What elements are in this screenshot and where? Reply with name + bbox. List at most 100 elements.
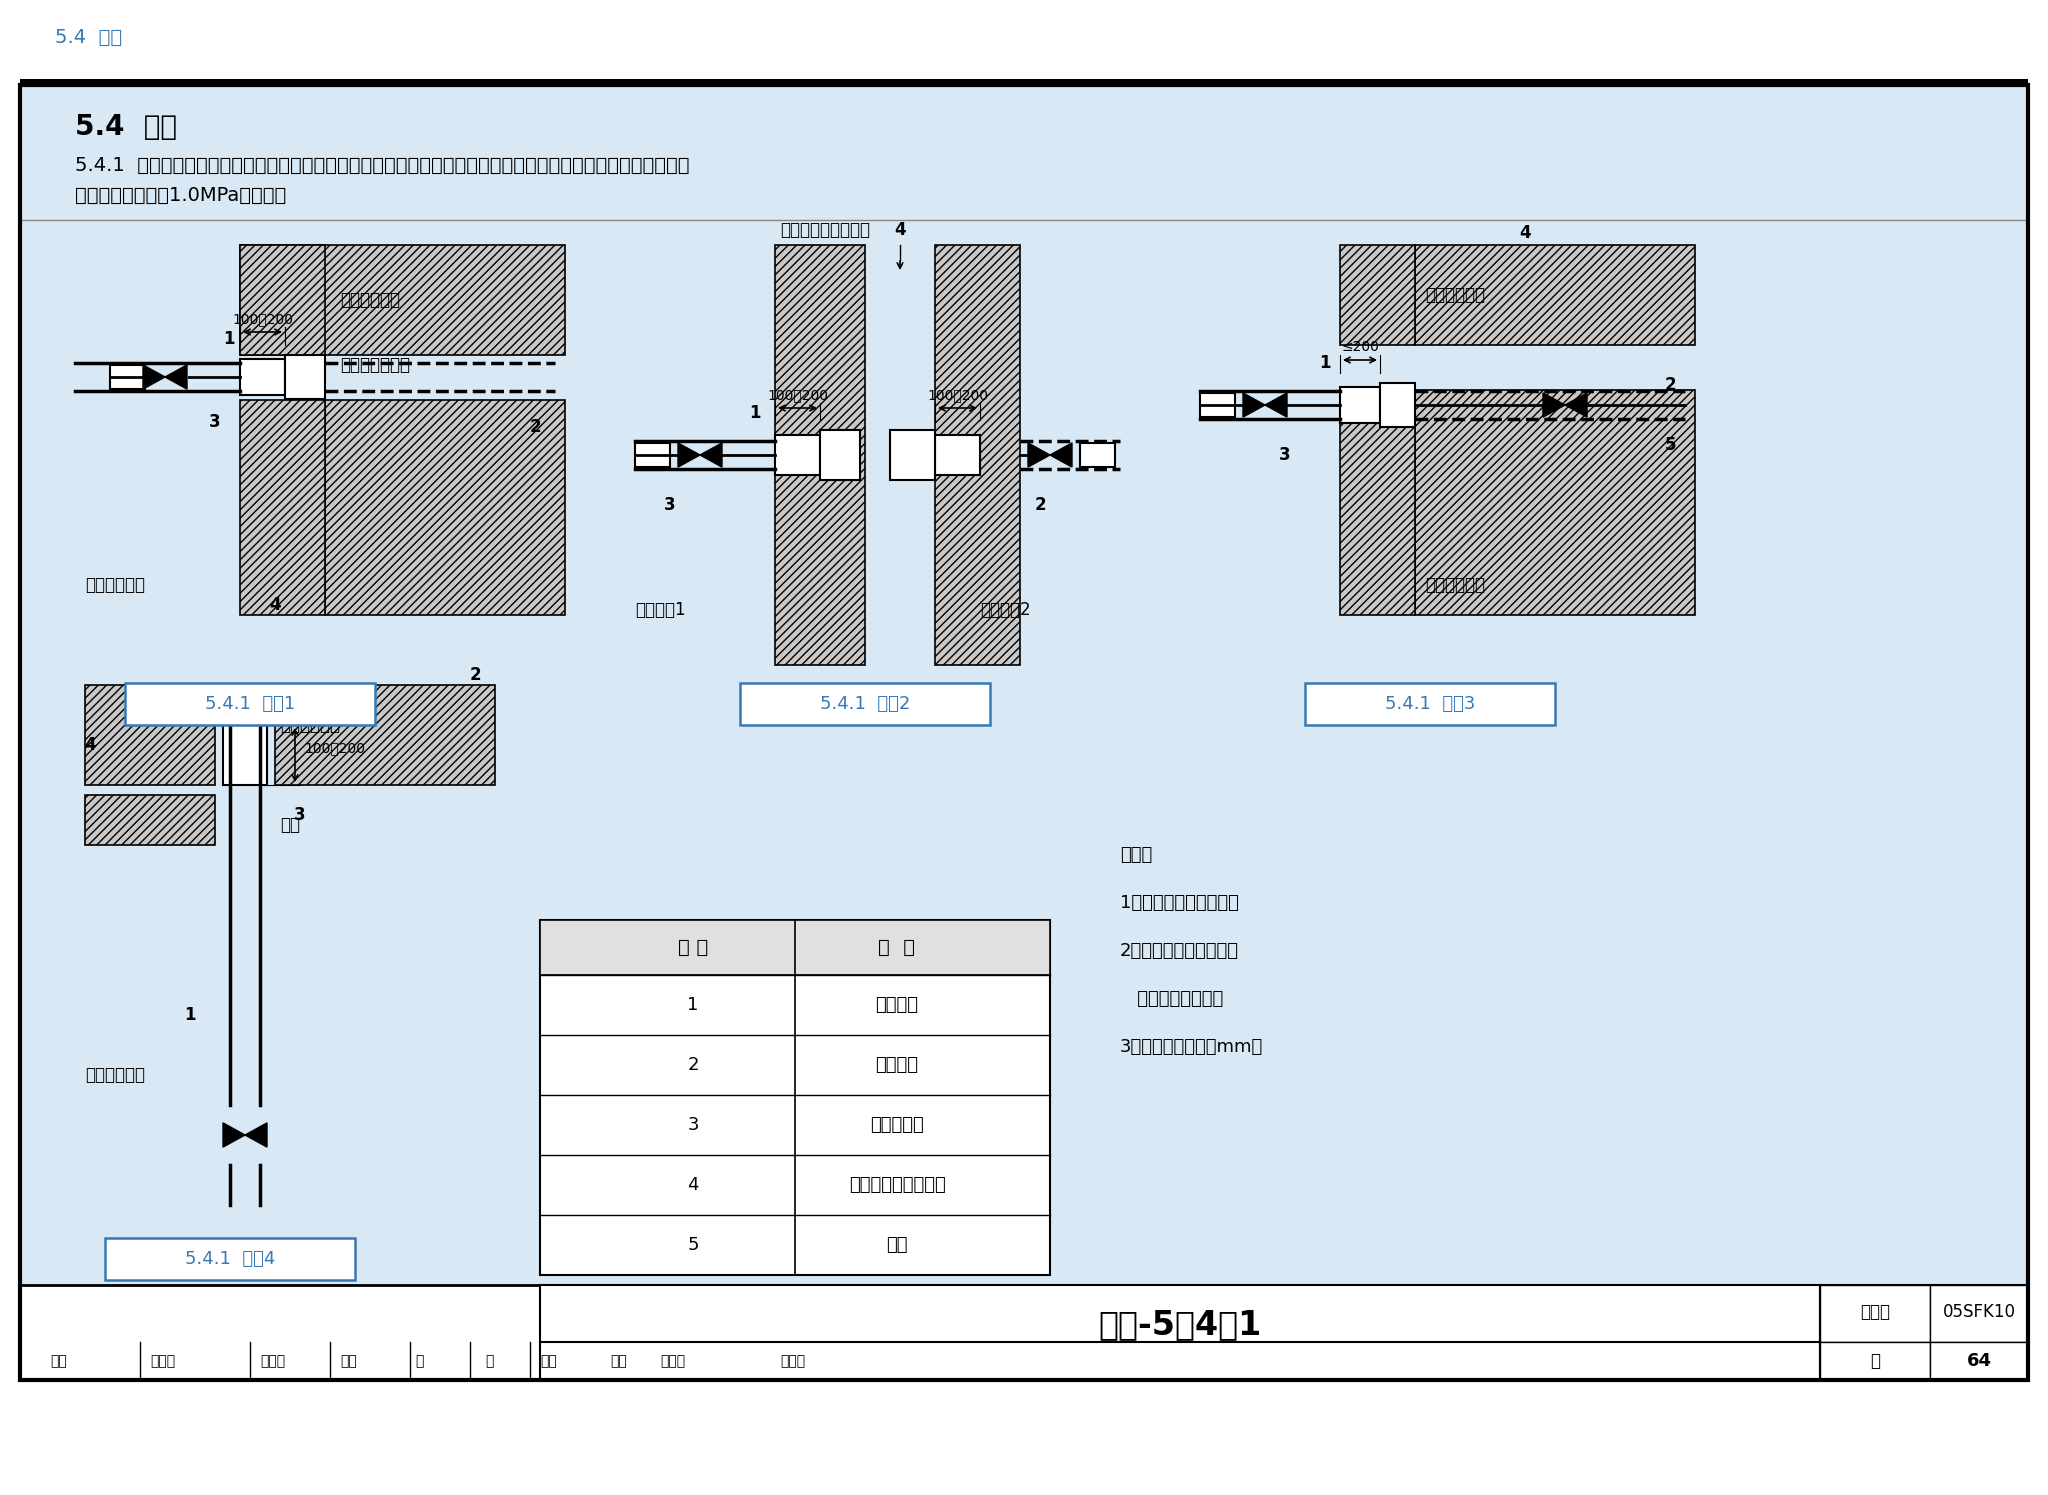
Bar	[541, 919, 1051, 1275]
Polygon shape	[1339, 245, 1415, 345]
Polygon shape	[774, 245, 864, 665]
Text: 1: 1	[688, 996, 698, 1014]
Polygon shape	[678, 443, 700, 466]
Bar	[541, 1286, 1821, 1380]
Text: 3: 3	[209, 413, 221, 431]
Polygon shape	[1542, 393, 1565, 417]
Bar	[217, 685, 272, 725]
Text: 防空地下室内: 防空地下室内	[1425, 576, 1485, 594]
Text: 耿世彤: 耿世彤	[260, 1354, 285, 1368]
Text: 4: 4	[84, 736, 96, 753]
Text: 防护阀门: 防护阀门	[874, 996, 918, 1014]
Bar	[20, 79, 2028, 85]
Text: 名  称: 名 称	[879, 937, 915, 957]
Polygon shape	[1415, 245, 1696, 345]
Polygon shape	[1415, 390, 1696, 614]
Text: 5.4.1  图示2: 5.4.1 图示2	[819, 695, 909, 713]
Text: 2: 2	[469, 665, 481, 685]
Text: 审核: 审核	[49, 1354, 68, 1368]
Text: ≤200: ≤200	[1341, 339, 1378, 354]
Text: 序 号: 序 号	[678, 937, 709, 957]
Text: 防护单元1: 防护单元1	[635, 601, 686, 619]
Bar	[936, 435, 981, 475]
Text: 置工作压力不小于1.0MPa的阀门。: 置工作压力不小于1.0MPa的阀门。	[76, 185, 287, 205]
Bar	[1929, 1343, 2028, 1380]
Text: 防空地下室密闭隔墙: 防空地下室密闭隔墙	[780, 221, 870, 239]
Text: 2: 2	[528, 419, 541, 437]
Text: 采暖-5．4．1: 采暖-5．4．1	[1098, 1308, 1262, 1341]
Bar	[635, 443, 670, 466]
Text: 1: 1	[223, 330, 236, 348]
Bar	[1821, 1343, 2028, 1380]
Text: 耿世彤: 耿世彤	[150, 1354, 176, 1368]
Text: 1: 1	[750, 404, 760, 422]
Text: 3: 3	[664, 496, 676, 514]
Text: 1: 1	[1319, 354, 1331, 372]
Text: 1: 1	[184, 1006, 197, 1024]
Bar	[1929, 1286, 2028, 1343]
Bar	[20, 85, 2028, 1380]
Polygon shape	[223, 1123, 246, 1147]
Bar	[20, 85, 2028, 1380]
Text: 3: 3	[1280, 446, 1290, 463]
Text: 5.4.1  引入防空地下室的采暖管道，在穿过人防围护结构处应采取可靠的防护密闭措施，并应在围护结构的内侧设: 5.4.1 引入防空地下室的采暖管道，在穿过人防围护结构处应采取可靠的防护密闭措…	[76, 155, 690, 175]
Text: 1、本条为强制性条文；: 1、本条为强制性条文；	[1120, 894, 1239, 912]
Polygon shape	[86, 795, 215, 845]
Bar	[1200, 393, 1235, 417]
Bar	[1305, 683, 1554, 725]
Bar	[240, 359, 285, 395]
Text: 100～200: 100～200	[768, 389, 827, 402]
Bar	[111, 365, 145, 389]
Polygon shape	[1243, 393, 1266, 417]
Polygon shape	[240, 245, 326, 354]
Text: 防空坤下室侧墙: 防空坤下室侧墙	[340, 356, 410, 374]
Text: 64: 64	[1966, 1351, 1991, 1369]
Text: 顶板: 顶板	[281, 816, 299, 834]
Text: 防空地下室内: 防空地下室内	[86, 576, 145, 594]
Bar	[1821, 1286, 2028, 1380]
Bar	[1821, 1343, 1929, 1380]
Bar	[1821, 1286, 1929, 1343]
Bar	[774, 435, 819, 475]
Polygon shape	[246, 1123, 266, 1147]
Text: 05SFK10: 05SFK10	[1942, 1302, 2015, 1320]
Polygon shape	[326, 401, 565, 614]
Bar	[1339, 387, 1380, 423]
Text: 2: 2	[1665, 377, 1675, 395]
Polygon shape	[166, 365, 186, 389]
Polygon shape	[274, 685, 496, 785]
Bar	[1380, 383, 1415, 428]
Bar	[819, 431, 860, 480]
Text: 100～200: 100～200	[231, 312, 293, 326]
Text: 防空地下室内: 防空地下室内	[86, 1066, 145, 1084]
Text: 防空地下室外: 防空地下室外	[281, 716, 340, 734]
Text: 3: 3	[295, 806, 305, 824]
Text: 5.4.1  图示1: 5.4.1 图示1	[205, 695, 295, 713]
Text: 勇: 勇	[485, 1354, 494, 1368]
Bar	[223, 725, 266, 785]
Text: 5.4.1  图示3: 5.4.1 图示3	[1384, 695, 1475, 713]
Text: 防空地下室外: 防空地下室外	[340, 292, 399, 309]
Text: 说明：: 说明：	[1120, 846, 1153, 864]
Bar	[1821, 1286, 2028, 1343]
Bar	[739, 683, 989, 725]
Polygon shape	[1266, 393, 1286, 417]
Text: 5: 5	[1665, 437, 1675, 454]
Text: 采暖穿墙管: 采暖穿墙管	[870, 1115, 924, 1135]
Polygon shape	[936, 245, 1020, 665]
Bar	[104, 1238, 354, 1280]
Text: 防空地下室外: 防空地下室外	[1425, 286, 1485, 303]
Polygon shape	[700, 443, 723, 466]
Text: 4: 4	[268, 597, 281, 614]
Text: 4: 4	[1520, 224, 1530, 242]
Polygon shape	[1051, 443, 1071, 466]
Text: 防护套管: 防护套管	[874, 1055, 918, 1073]
Text: 杨盛旭: 杨盛旭	[659, 1354, 686, 1368]
Bar	[285, 354, 326, 399]
Text: 防护单元2: 防护单元2	[981, 601, 1030, 619]
Text: 2、空调水管穿围护结构: 2、空调水管穿围护结构	[1120, 942, 1239, 960]
Text: 5: 5	[688, 1236, 698, 1254]
Polygon shape	[1339, 390, 1415, 614]
Text: 防空地下室围护结构: 防空地下室围护结构	[848, 1177, 946, 1195]
Text: 2: 2	[688, 1055, 698, 1073]
